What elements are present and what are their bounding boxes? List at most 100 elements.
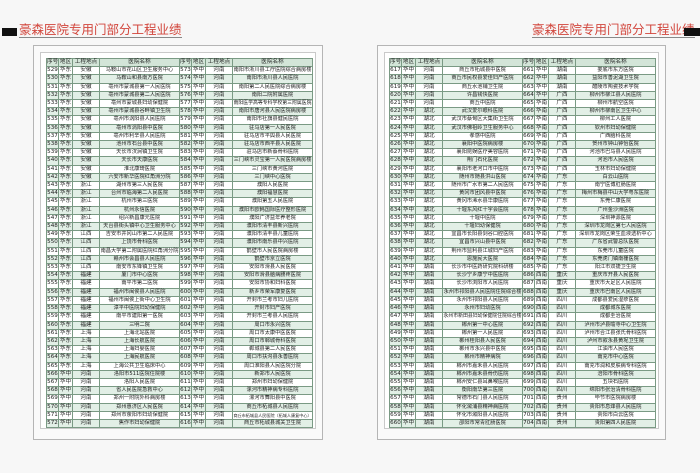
region-cell: 华东 [58, 312, 73, 322]
seq-cell: 534 [46, 107, 59, 117]
hospital-name-cell: 南阳市唐河县人民医院病房楼 [232, 107, 313, 117]
seq-cell: 573 [179, 66, 192, 76]
region-cell: 华中 [401, 386, 416, 396]
location-cell: 福建 [72, 320, 100, 330]
column-header: 地区 [534, 57, 549, 68]
hospital-name-cell: 白云山医院 [575, 172, 656, 183]
table-row: 636 华中 湖北 十堰妇幼保健院 680 华南 广东 深圳市龙岗区第七人民医院 [389, 222, 656, 232]
table-row: 567 华中 河南 洛阳人民医院 611 华中 河南 郑州市妇幼保健院 [46, 377, 313, 388]
column-header: 序号 [389, 57, 402, 68]
hospital-name-cell: 濮阳第五人民医院 [232, 197, 313, 207]
hospital-name-cell: 亳州市涡阳县人民医院 [99, 115, 180, 125]
region-cell: 华东 [58, 115, 73, 125]
hospital-name-cell: 长沙市浏阳市人民医院 [442, 279, 523, 289]
table-row: 546 华东 浙江 杭州永信医院 590 华中 河南 濮阳市欧韩国际医疗整形医院 [46, 205, 313, 215]
region-cell: 华中 [401, 377, 416, 388]
region-cell: 华中 [191, 156, 206, 166]
hospital-name-cell: 泸州市泸县喻寺中心卫生院 [575, 320, 656, 330]
seq-cell: 588 [179, 189, 192, 199]
hospital-name-cell: 池州市石台县中医院 [99, 140, 180, 150]
hospital-name-cell: 南阳医学高等专科学校第三附属医院 [232, 99, 313, 109]
region-cell: 华中 [191, 336, 206, 347]
location-cell: 广东 [548, 246, 576, 256]
hospital-name-cell: 天长市汊涧镇卫生院 [99, 148, 180, 158]
seq-cell: 546 [46, 205, 59, 215]
location-cell: 河南 [205, 90, 233, 101]
location-cell: 江西 [72, 238, 100, 248]
title-bar-decoration [684, 28, 700, 36]
region-cell: 华东 [58, 213, 73, 224]
seq-cell: 544 [46, 189, 59, 199]
table-row: 650 华中 湖南 郴州桂阳县人民医院 694 西南 四川 泸州市叙永县黄坭卫生院 [389, 336, 656, 347]
table-row: 544 华东 浙江 台州市临海第二人民医院 588 华中 河南 濮阳福慧医院 [46, 189, 313, 199]
location-cell: 河南 [205, 361, 233, 371]
seq-cell: 606 [179, 336, 192, 347]
location-cell: 安徽 [72, 99, 100, 109]
hospital-name-cell: 涪阳市骨科医院 [575, 369, 656, 379]
location-cell: 湖北 [415, 115, 443, 125]
hospital-name-cell: 濮阳人民医院 [232, 181, 313, 191]
location-cell: 河南 [72, 386, 100, 396]
hospital-name-cell: 南充市润和皮肤病专科医院 [575, 361, 656, 371]
hospital-name-cell: 马鞍山和县南方医院 [99, 74, 180, 84]
location-cell: 河南 [205, 336, 233, 347]
seq-cell: 663 [522, 82, 535, 92]
table-row: 620 华中 河南 许昌钱快医院 664 华中 广西 柳州市柳江县人民医院 [389, 90, 656, 101]
region-cell: 华中 [191, 304, 206, 314]
region-cell: 西南 [534, 328, 549, 338]
seq-cell: 551 [46, 246, 59, 256]
location-cell: 湖南 [415, 402, 443, 412]
table-row: 537 华东 安徽 亳州市利辛县人民医院 581 华中 河南 驻马店市平舆县人民医院 [46, 131, 313, 142]
seq-cell: 557 [46, 295, 59, 306]
location-cell: 上海 [72, 328, 100, 338]
seq-cell: 631 [389, 181, 402, 191]
region-cell: 华中 [191, 213, 206, 224]
table-row: 571 华中 河南 郑州市荥阳市妇幼保健院 615 华中 河南 商丘市柘城县人民医院（柘城人康… [46, 410, 313, 420]
region-cell: 华中 [401, 271, 416, 281]
region-cell: 华中 [191, 369, 206, 379]
location-cell: 河南 [205, 205, 233, 215]
hospital-name-cell: 东莞虎门镇南栅医院 [575, 254, 656, 265]
region-cell: 华东 [58, 90, 73, 101]
location-cell: 湖南 [415, 386, 443, 396]
seq-cell: 533 [46, 99, 59, 109]
location-cell: 广东 [548, 254, 576, 265]
hospital-name-cell: 东莞市儿童医院 [575, 246, 656, 256]
seq-cell: 690 [522, 304, 535, 314]
region-cell: 华中 [191, 189, 206, 199]
hospital-name-cell: 柳州市柳南区卫生中心 [575, 107, 656, 117]
seq-cell: 648 [389, 320, 402, 330]
hospital-name-cell: 台州市临海第二人民医院 [99, 189, 180, 199]
region-cell: 华南 [534, 148, 549, 158]
hospital-name-cell: 上海妇婴医院 [99, 345, 180, 355]
location-cell: 广东 [548, 230, 576, 240]
seq-cell: 595 [179, 246, 192, 256]
table-row: 626 华中 湖北 襄阳中医院病房楼 670 华南 广西 贺州市钟山钟怡医院 [389, 140, 656, 150]
seq-cell: 630 [389, 172, 402, 183]
seq-cell: 608 [179, 353, 192, 363]
table-row: 644 华中 湖南 永州市祁阳县人民医院住院综合楼 688 西南 重庆 重庆市巴南区人民医院 [389, 287, 656, 297]
projects-table-right-page: 序号 地区 工程地点 医院名称 序号 地区 工程地点 医院名称 617 华中 河南 商丘市柘城县中医院… [389, 57, 656, 429]
seq-cell: 529 [46, 66, 59, 76]
region-cell: 华东 [58, 328, 73, 338]
hospital-name-cell: 亳州市蒙城县妇幼保健院 [99, 99, 180, 109]
seq-cell: 672 [522, 156, 535, 166]
region-cell: 华中 [401, 164, 416, 174]
table-row: 538 华东 安徽 池州市石台县中医院 582 华中 河南 驻马店市西平县人民医院 [46, 140, 313, 150]
location-cell: 安徽 [72, 172, 100, 183]
region-cell: 华中 [191, 320, 206, 330]
hospital-name-cell: 柳州市柳江县人民医院 [575, 90, 656, 101]
hospital-name-cell: 淮北康琦医院 [99, 164, 180, 174]
hospital-name-cell: 洛阳人民医院 [99, 377, 180, 388]
seq-cell: 592 [179, 222, 192, 232]
hospital-name-cell: 开封市妇产医院 [232, 304, 313, 314]
region-cell: 华中 [401, 336, 416, 347]
region-cell: 华中 [534, 74, 549, 84]
hospital-name-cell: 钦州市妇幼保健院 [575, 123, 656, 133]
location-cell: 河南 [415, 66, 443, 76]
table-row: 533 华东 安徽 亳州市蒙城县妇幼保健院 577 华中 河南 南阳医学高等专科学校第三附属医… [46, 99, 313, 109]
location-cell: 湖北 [415, 131, 443, 142]
seq-cell: 664 [522, 90, 535, 101]
seq-cell: 571 [46, 410, 59, 420]
hospital-name-cell: 襄阳中医院病房楼 [442, 140, 523, 150]
